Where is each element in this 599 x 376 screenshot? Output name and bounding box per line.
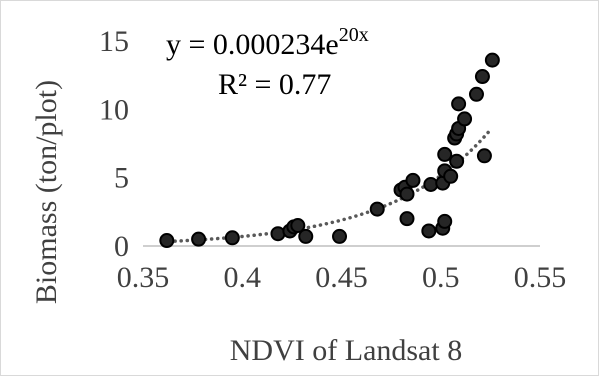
data-point [332,228,348,244]
data-point [191,231,207,247]
data-point [369,201,385,217]
trendline-group [161,128,493,244]
y-tick-label: 5 [114,162,129,195]
data-point [451,96,467,112]
data-point [484,52,500,68]
y-tick-label: 10 [99,93,129,126]
equation-exponent: 20x [339,24,369,46]
data-point [405,172,421,188]
data-point [468,86,484,102]
data-point [224,230,240,246]
data-point [476,148,492,164]
r-squared-label: R² = 0.77 [218,68,331,101]
data-point [270,226,286,242]
data-point [449,153,465,169]
x-tick-label: 0.55 [514,261,567,294]
data-point [399,186,415,202]
data-point [159,233,175,249]
data-point [457,111,473,127]
data-point [399,211,415,227]
y-tick-label: 0 [114,230,129,263]
x-tick-label: 0.35 [117,261,170,294]
data-point [474,69,490,85]
data-point [437,213,453,229]
data-point [421,223,437,239]
tick-labels: 0.35 0.4 0.45 0.5 0.55 0 5 10 15 [99,25,566,294]
x-tick-label: 0.5 [422,261,460,294]
equation-base: y = 0.000234e [166,28,339,61]
x-axis-title: NDVI of Landsat 8 [230,334,462,367]
data-point [298,228,314,244]
x-tick-label: 0.45 [315,261,368,294]
data-points [159,52,500,249]
data-point [290,218,306,233]
data-point [437,146,453,162]
x-tick-label: 0.4 [224,261,262,294]
y-axis-title: Biomass (ton/plot) [30,80,63,304]
data-point [443,168,459,184]
exponential-trendline [161,128,493,244]
trendline-equation: y = 0.000234e20x [166,24,369,61]
y-tick-label: 15 [99,25,129,58]
